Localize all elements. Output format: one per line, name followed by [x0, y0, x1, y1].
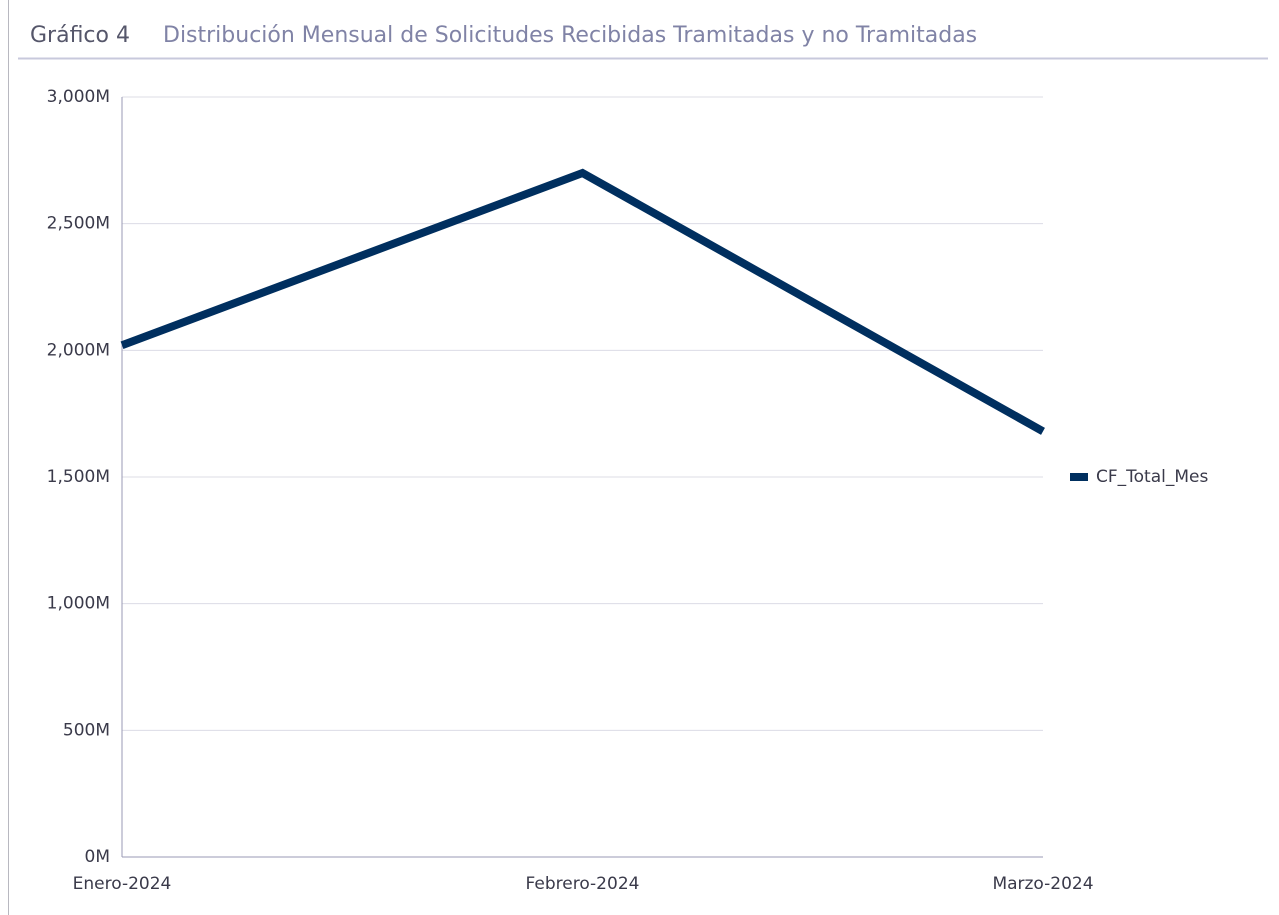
x-tick-label: Enero-2024 — [73, 874, 172, 894]
y-tick-label: 0M — [85, 847, 110, 867]
x-tick-label: Febrero-2024 — [526, 874, 640, 894]
chart-number: Gráfico 4 — [30, 23, 130, 48]
y-tick-label: 1,000M — [47, 594, 110, 614]
y-tick-label: 1,500M — [47, 467, 110, 487]
chart-title: Distribución Mensual de Solicitudes Reci… — [163, 23, 977, 48]
legend-swatch — [1070, 473, 1088, 481]
y-tick-label: 3,000M — [47, 87, 110, 107]
data-line — [120, 168, 1045, 435]
y-tick-label: 500M — [63, 720, 110, 740]
x-tick-label: Marzo-2024 — [992, 874, 1093, 894]
y-tick-label: 2,500M — [47, 214, 110, 234]
y-tick-label: 2,000M — [47, 340, 110, 360]
legend-label: CF_Total_Mes — [1096, 467, 1208, 487]
